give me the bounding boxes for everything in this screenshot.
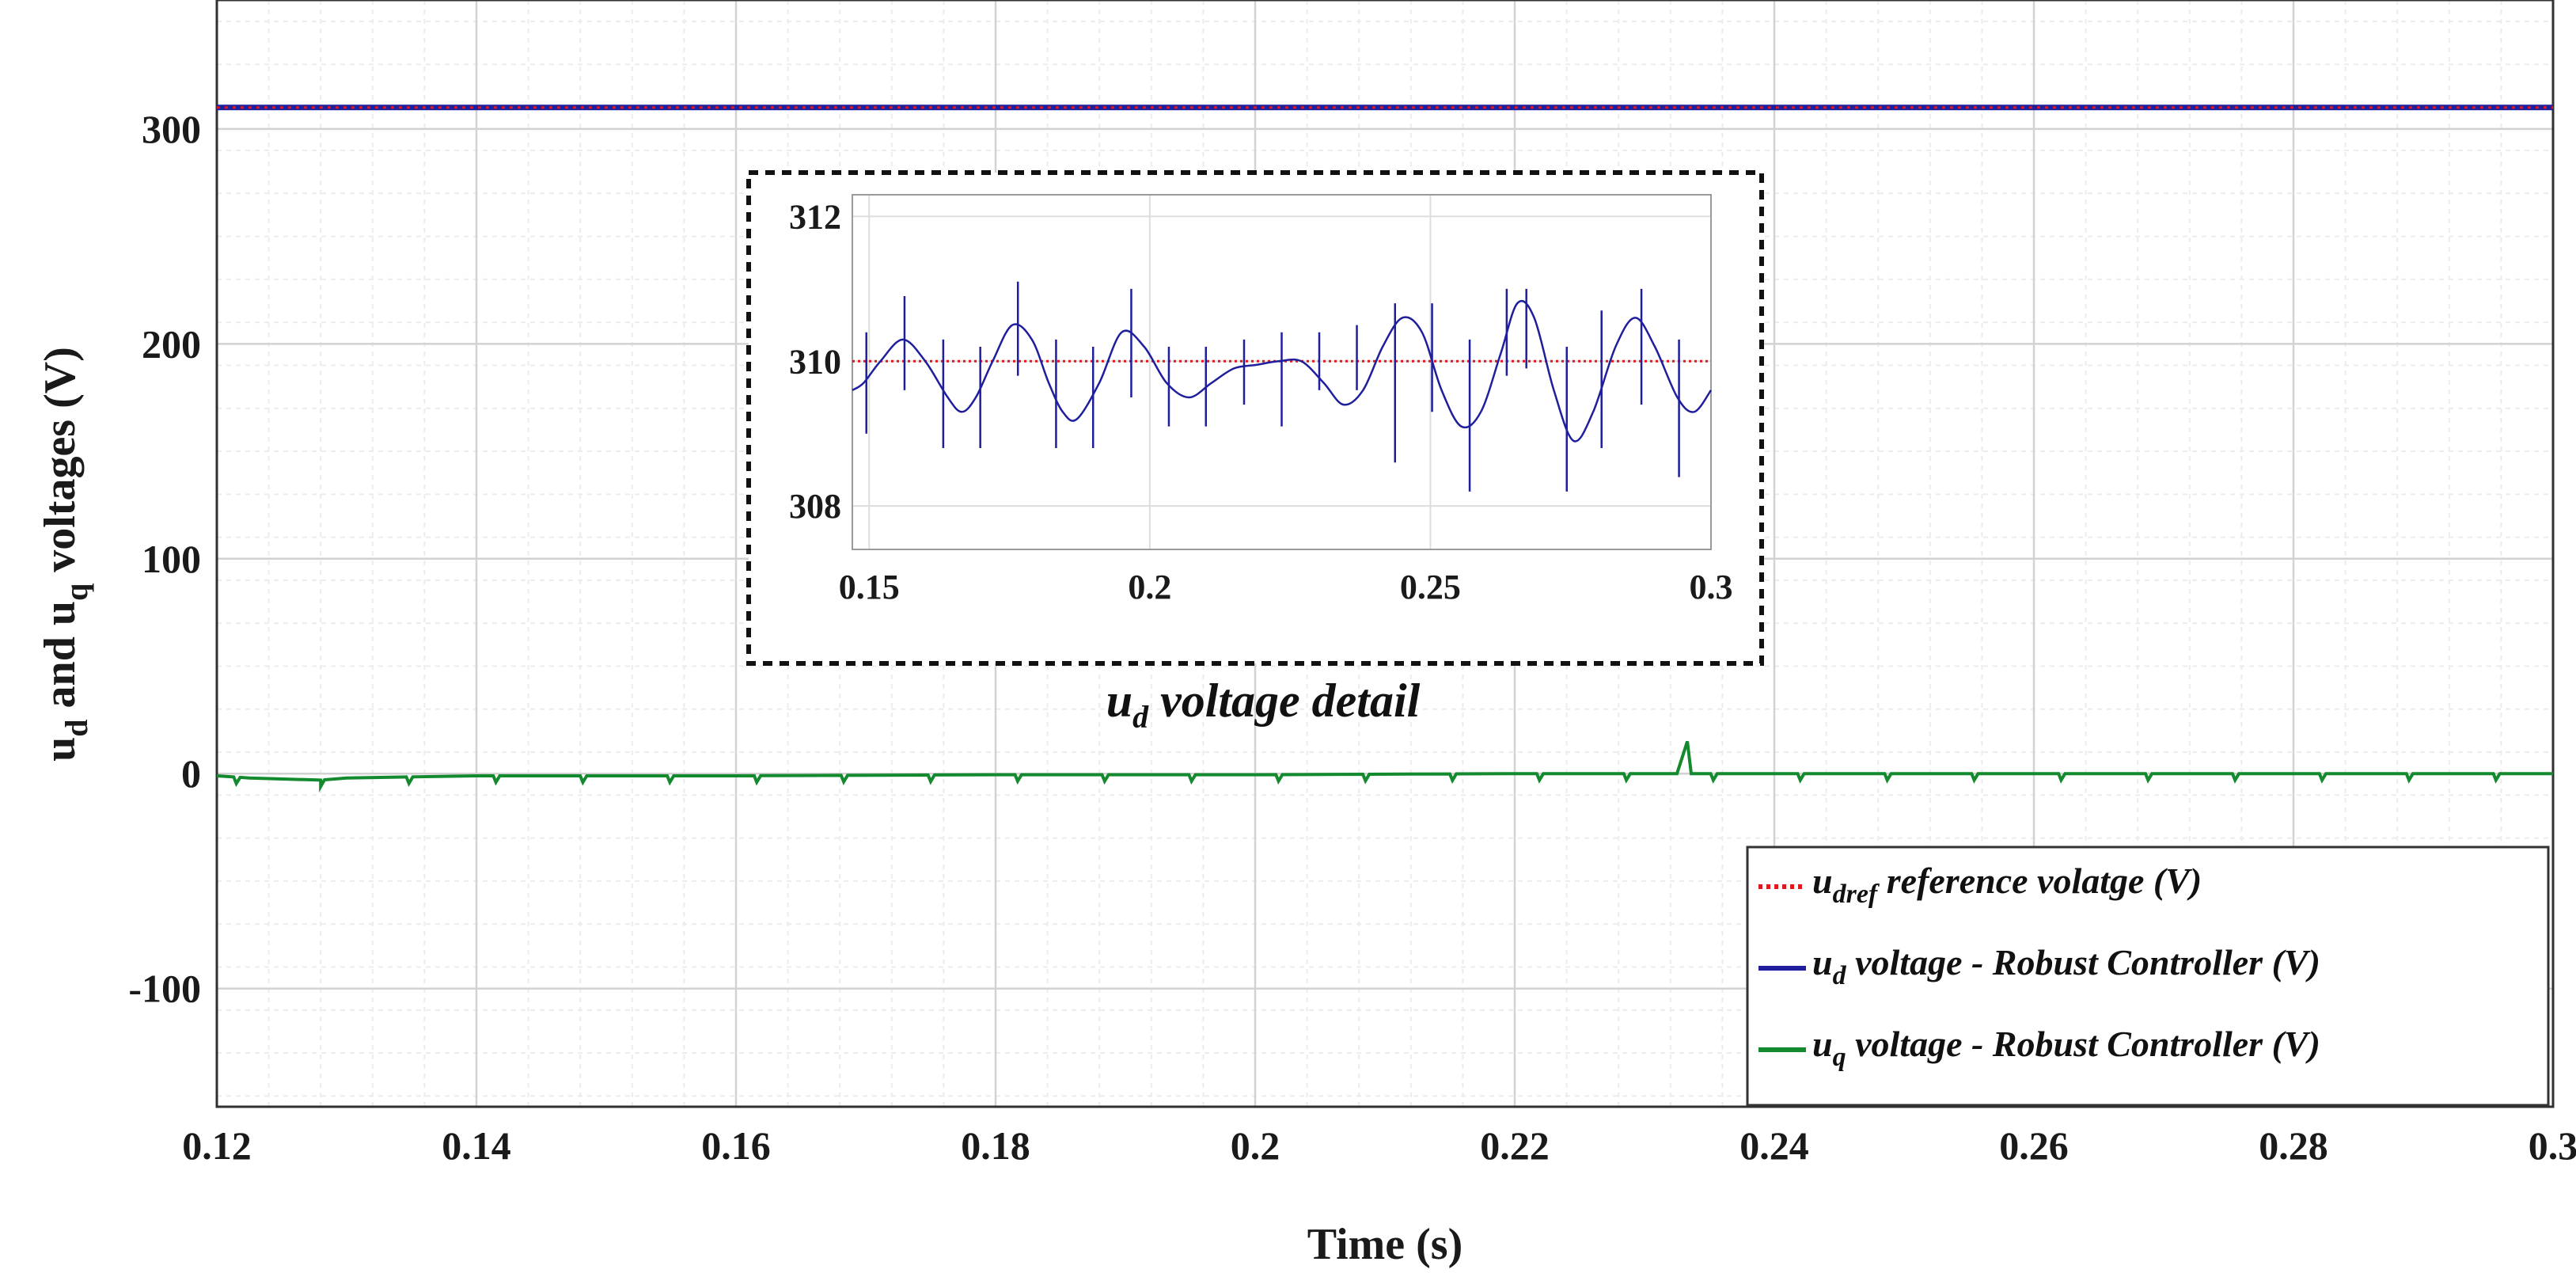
y-label-u: u [36, 737, 85, 762]
legend-box [1746, 846, 2550, 1107]
plot-frame [215, 0, 2555, 1108]
inset: 0.15 0.2 0.25 0.3 308 310 312 [789, 194, 1733, 606]
series-line-uq [216, 740, 2553, 792]
x-tick-label: 0.24 [1739, 1123, 1809, 1168]
y-label-sub-q: q [59, 583, 94, 601]
x-axis-ticks: 0.12 0.14 0.16 0.18 0.2 0.22 0.24 0.26 0.28 0.3 [182, 1123, 2576, 1168]
x-axis-label: Time (s) [1307, 1220, 1463, 1269]
inset-title-rest: voltage detail [1148, 674, 1421, 727]
inset-x-tick-label: 0.3 [1690, 568, 1733, 606]
legend-label-ud: ud voltage - Robust Controller (V) [1812, 942, 2320, 990]
y-label-sub-d: d [59, 719, 94, 736]
x-tick-label: 0.22 [1480, 1123, 1550, 1168]
inset-y-tick-label: 312 [789, 197, 841, 236]
x-tick-label: 0.12 [182, 1123, 252, 1168]
main-series [216, 104, 2553, 792]
y-tick-label: -100 [128, 967, 201, 1011]
x-tick-label: 0.26 [1999, 1123, 2069, 1168]
inset-series [852, 281, 1713, 492]
inset-y-ticks: 308 310 312 [789, 197, 841, 526]
inset-plot-frame [852, 194, 1712, 550]
legend-label-uq: uq voltage - Robust Controller (V) [1812, 1024, 2320, 1072]
inset-x-tick-label: 0.15 [839, 568, 900, 606]
inset-series-ud [852, 299, 1713, 443]
inset-title-u: u [1106, 674, 1132, 727]
y-axis-ticks: -100 0 100 200 300 [128, 107, 201, 1011]
legend: udref reference volatge (V) ud voltage -… [1746, 846, 2550, 1107]
inset-title: ud voltage detail [1106, 674, 1421, 735]
y-label-and: and u [36, 601, 85, 719]
y-tick-label: 300 [142, 107, 201, 151]
x-tick-label: 0.28 [2259, 1123, 2328, 1168]
x-tick-label: 0.14 [442, 1123, 511, 1168]
y-tick-label: 200 [142, 321, 201, 366]
y-label-voltages: voltages (V) [36, 347, 85, 583]
x-tick-label: 0.2 [1231, 1123, 1280, 1168]
inset-y-tick-label: 308 [789, 487, 841, 526]
y-tick-label: 0 [181, 751, 201, 796]
inset-x-tick-label: 0.2 [1128, 568, 1171, 606]
y-tick-label: 100 [142, 537, 201, 581]
legend-label-ref: udref reference volatge (V) [1812, 861, 2202, 909]
x-tick-label: 0.18 [961, 1123, 1030, 1168]
x-tick-label: 0.3 [2529, 1123, 2576, 1168]
inset-x-tick-label: 0.25 [1400, 568, 1461, 606]
x-tick-label: 0.16 [701, 1123, 771, 1168]
inset-title-sub: d [1132, 699, 1149, 735]
inset-x-ticks: 0.15 0.2 0.25 0.3 [839, 568, 1733, 606]
inset-y-tick-label: 310 [789, 342, 841, 381]
y-axis-label: ud and uq voltages (V) [36, 347, 94, 762]
